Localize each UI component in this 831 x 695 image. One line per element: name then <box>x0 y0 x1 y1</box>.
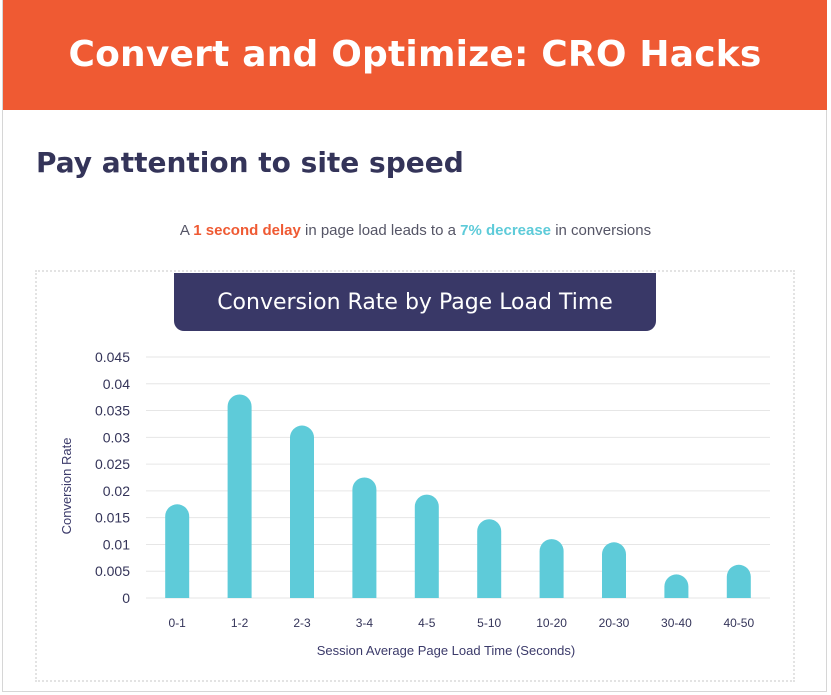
y-axis-title: Conversion Rate <box>59 438 74 535</box>
y-tick-label: 0.02 <box>103 483 130 499</box>
bar-2-3 <box>290 425 314 598</box>
chart-container <box>35 270 795 682</box>
y-tick-label: 0.04 <box>103 376 130 392</box>
bar-0-1 <box>165 504 190 598</box>
x-axis-title: Session Average Page Load Time (Seconds) <box>317 643 575 658</box>
x-tick-label: 30-40 <box>661 616 692 630</box>
bar-1-2 <box>227 394 252 598</box>
x-tick-label: 3-4 <box>356 616 374 630</box>
y-tick-label: 0.045 <box>95 349 130 365</box>
subtitle: A 1 second delay in page load leads to a… <box>0 222 831 239</box>
banner-title: Convert and Optimize: CRO Hacks <box>68 33 762 75</box>
bar-5-10 <box>477 519 502 598</box>
y-tick-label: 0 <box>122 590 130 606</box>
bar-30-40 <box>664 574 689 598</box>
bar-4-5 <box>414 494 439 598</box>
y-tick-label: 0.01 <box>103 536 130 552</box>
subtitle-middle: in page load leads to a <box>300 222 461 239</box>
y-tick-label: 0.025 <box>95 456 130 472</box>
bar-20-30 <box>602 542 626 598</box>
bar-40-50 <box>726 564 751 598</box>
y-tick-label: 0.015 <box>95 510 130 526</box>
x-tick-label: 0-1 <box>169 616 187 630</box>
x-tick-label: 10-20 <box>536 616 567 630</box>
x-axis-ticks: 0-1 1-2 2-3 3-4 4-5 5-10 10-20 20-30 30-40 40-50 <box>169 616 755 630</box>
subtitle-highlight-decrease: 7% decrease <box>460 222 552 239</box>
x-tick-label: 1-2 <box>231 616 249 630</box>
chart-title-box: Conversion Rate by Page Load Time <box>174 273 656 331</box>
y-axis-ticks: 0 0.005 0.01 0.015 0.02 0.025 0.03 0.035 0.04 0.0… <box>95 349 130 606</box>
y-tick-label: 0.035 <box>95 403 130 419</box>
bar-10-20 <box>539 539 564 598</box>
section-heading: Pay attention to site speed <box>36 146 464 179</box>
bar-3-4 <box>352 477 377 598</box>
header-banner: Convert and Optimize: CRO Hacks <box>3 0 827 110</box>
chart-title: Conversion Rate by Page Load Time <box>217 289 613 315</box>
subtitle-suffix: in conversions <box>551 222 652 239</box>
x-tick-label: 2-3 <box>293 616 311 630</box>
x-tick-label: 5-10 <box>477 616 501 630</box>
subtitle-highlight-delay: 1 second delay <box>193 222 301 239</box>
bars <box>165 394 751 598</box>
subtitle-prefix: A <box>179 222 194 239</box>
y-tick-label: 0.03 <box>103 429 130 445</box>
x-tick-label: 20-30 <box>599 616 630 630</box>
x-tick-label: 40-50 <box>723 616 754 630</box>
x-tick-label: 4-5 <box>418 616 436 630</box>
y-tick-label: 0.005 <box>95 563 130 579</box>
